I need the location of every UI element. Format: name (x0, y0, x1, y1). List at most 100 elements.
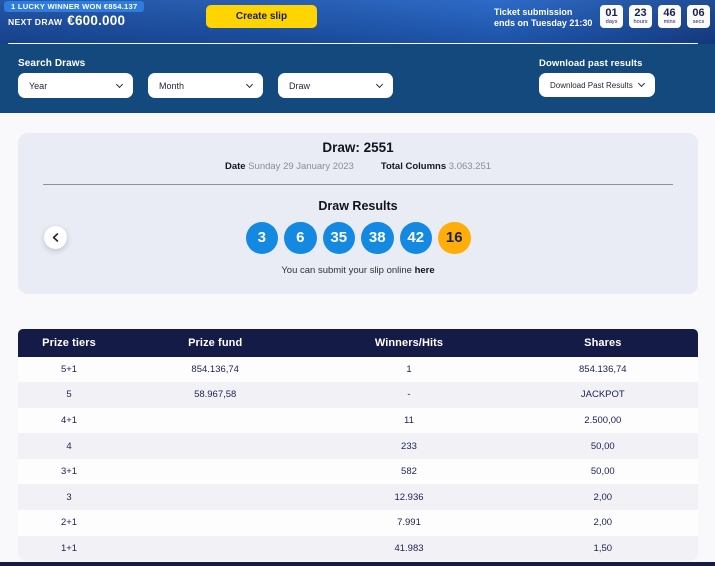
table-cell: 4 (18, 433, 120, 459)
table-cell (120, 458, 311, 485)
table-cell: 1 (310, 356, 508, 383)
table-cell: 11 (310, 407, 508, 434)
download-past-results-label: Download past results (539, 58, 643, 69)
chevron-left-icon (52, 233, 58, 242)
date-value: Sunday 29 January 2023 (248, 160, 354, 172)
table-cell: 5 (18, 382, 120, 408)
countdown-mins-value: 46 (663, 6, 676, 19)
table-cell: 2.500,00 (507, 407, 698, 434)
header-shares: Shares (507, 329, 698, 357)
table-cell: 41.983 (310, 535, 508, 562)
year-select[interactable]: Year (18, 73, 133, 98)
countdown-hours: 23 hours (629, 5, 652, 28)
total-columns-value: 3.063.251 (448, 160, 492, 172)
draw-title: Draw: 2551 (322, 139, 394, 155)
table-cell: 12.936 (310, 484, 508, 511)
table-row: 1+1 41.983 1,50 (18, 535, 698, 562)
chevron-down-icon (375, 80, 384, 88)
table-cell: 4+1 (18, 407, 120, 434)
draw-card: Draw: 2551 Date Sunday 29 January 2023 T… (18, 133, 698, 294)
total-columns-label: Total Columns (380, 160, 447, 172)
table-cell: 2,00 (507, 484, 698, 511)
countdown-secs-unit: secs (692, 18, 705, 25)
download-select-value: Download Past Results (550, 80, 633, 90)
winner-banner: 1 LUCKY WINNER WON €854.137 (4, 1, 145, 12)
countdown-hours-value: 23 (634, 6, 647, 19)
table-cell: 582 (310, 458, 508, 485)
table-row: 5+1 854.136,74 1 854.136,74 (18, 356, 698, 383)
draw-number-ball: 6 (284, 221, 317, 254)
ticket-submission-line1: Ticket submission (494, 7, 573, 17)
draw-results-title: Draw Results (318, 199, 398, 213)
submit-slip-here-link[interactable]: here (414, 265, 435, 276)
table-cell (120, 484, 311, 511)
next-draw: NEXT DRAW €600.000 (8, 13, 125, 28)
table-cell: JACKPOT (507, 382, 698, 408)
table-cell: 5+1 (18, 356, 120, 383)
countdown-days-value: 01 (605, 6, 618, 19)
draw-select-value: Draw (289, 80, 311, 91)
draw-meta: Date Sunday 29 January 2023 Total Column… (18, 161, 698, 172)
card-divider (43, 183, 673, 185)
countdown-timer: 01 days 23 hours 46 mins 06 secs (600, 5, 710, 28)
table-cell: 3+1 (18, 458, 120, 485)
countdown-mins-unit: mins (663, 18, 676, 25)
table-cell: - (310, 382, 508, 408)
submit-slip-text: You can submit your slip online here (18, 265, 698, 276)
chevron-down-icon (637, 79, 646, 88)
table-cell: 1+1 (18, 535, 120, 562)
table-cell: 854.136,74 (120, 356, 311, 383)
prize-table: Prize tiers Prize fund Winners/Hits Shar… (18, 329, 698, 562)
countdown-secs-value: 06 (692, 6, 705, 19)
draw-number-ball: 35 (322, 221, 355, 254)
countdown-secs: 06 secs (687, 5, 710, 28)
header-prize-fund: Prize fund (120, 329, 311, 357)
table-cell (120, 433, 311, 459)
table-row: 5 58.967,58- JACKPOT (18, 382, 698, 408)
next-draw-amount: €600.000 (67, 13, 126, 28)
header-prize-tiers: Prize tiers (18, 329, 120, 357)
table-cell: 2,00 (507, 510, 698, 536)
download-past-results-select[interactable]: Download Past Results (539, 73, 655, 97)
table-cell: 233 (310, 433, 508, 459)
chevron-down-icon (115, 80, 124, 88)
month-select[interactable]: Month (148, 73, 263, 98)
table-cell: 1,50 (507, 535, 698, 562)
table-row: 2+1 7.991 2,00 (18, 510, 698, 536)
countdown-days-unit: days (605, 18, 618, 25)
draw-select[interactable]: Draw (278, 73, 393, 98)
table-cell: 50,00 (507, 458, 698, 485)
previous-draw-button[interactable] (43, 226, 67, 249)
table-row: 4+1 11 2.500,00 (18, 407, 698, 434)
search-selects: Year Month Draw (18, 73, 393, 98)
month-select-value: Month (159, 80, 185, 91)
top-bar: 1 LUCKY WINNER WON €854.137 NEXT DRAW €6… (0, 0, 715, 44)
date-label: Date (224, 160, 246, 172)
next-draw-label: NEXT DRAW (8, 17, 63, 27)
draw-number-ball: 38 (361, 221, 394, 254)
table-cell (120, 407, 311, 434)
header-winners-hits: Winners/Hits (310, 329, 508, 357)
table-cell: 3 (18, 484, 120, 511)
table-cell: 50,00 (507, 433, 698, 459)
countdown-hours-unit: hours (633, 18, 648, 25)
footer-strip (0, 562, 715, 566)
topbar-divider-line (8, 42, 698, 44)
create-slip-button[interactable]: Create slip (206, 5, 317, 28)
table-cell: 2+1 (18, 510, 120, 536)
search-draws-label: Search Draws (18, 58, 86, 69)
ticket-submission-line2: ends on Tuesday 21:30 (494, 18, 593, 28)
chevron-down-icon (245, 80, 254, 88)
table-cell (120, 535, 311, 562)
table-cell: 854.136,74 (507, 356, 698, 383)
submit-slip-text-body: You can submit your slip online (281, 265, 412, 276)
countdown-days: 01 days (600, 5, 623, 28)
prize-table-header-row: Prize tiers Prize fund Winners/Hits Shar… (18, 329, 698, 357)
table-cell: 7.991 (310, 510, 508, 536)
table-row: 3+1 582 50,00 (18, 458, 698, 485)
bonus-number-ball: 16 (438, 221, 471, 254)
main-content: Draw: 2551 Date Sunday 29 January 2023 T… (0, 133, 715, 562)
table-cell (120, 510, 311, 536)
year-select-value: Year (29, 80, 48, 91)
countdown-mins: 46 mins (658, 5, 681, 28)
